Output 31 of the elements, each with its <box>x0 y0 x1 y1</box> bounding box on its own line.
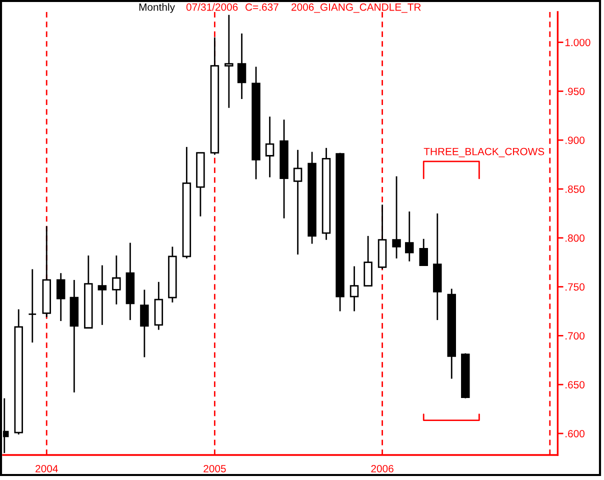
x-tick-label: 2005 <box>204 464 226 472</box>
annotation: 2006_GIANG_CANDLE_TR <box>292 3 421 13</box>
candlestick <box>140 289 149 358</box>
annotation: THREE_BLACK_CROWS <box>424 148 544 158</box>
y-tick-label: .900 <box>566 136 585 144</box>
y-tick-label: .950 <box>566 88 585 96</box>
y-tick-label: .750 <box>566 283 585 291</box>
candlestick <box>56 272 66 322</box>
y-tick-label: 1.000 <box>565 38 590 46</box>
candlestick <box>419 238 428 266</box>
y-tick-label: .850 <box>566 186 585 193</box>
text: C=.637 <box>246 3 278 11</box>
candlestick <box>364 235 372 287</box>
candlestick <box>293 149 302 256</box>
y-tick-label: .700 <box>566 332 585 340</box>
candlestick <box>265 116 274 178</box>
candlestick <box>224 14 234 109</box>
y-tick-label: .800 <box>566 234 585 242</box>
x-tick-label: 2004 <box>36 464 58 472</box>
candlestick <box>28 268 37 344</box>
x-tick-label: 2006 <box>371 464 394 472</box>
candlestick <box>405 210 414 262</box>
candlestick <box>237 32 246 100</box>
chart-title: Monthly <box>139 3 175 13</box>
candlestick <box>392 176 401 260</box>
candlestick <box>112 254 121 306</box>
candlestick <box>98 264 107 326</box>
text: 07/31/2006 <box>186 3 238 11</box>
candlestick <box>350 266 359 312</box>
y-tick-label: .600 <box>566 430 585 438</box>
y-tick-label: .650 <box>566 381 585 388</box>
